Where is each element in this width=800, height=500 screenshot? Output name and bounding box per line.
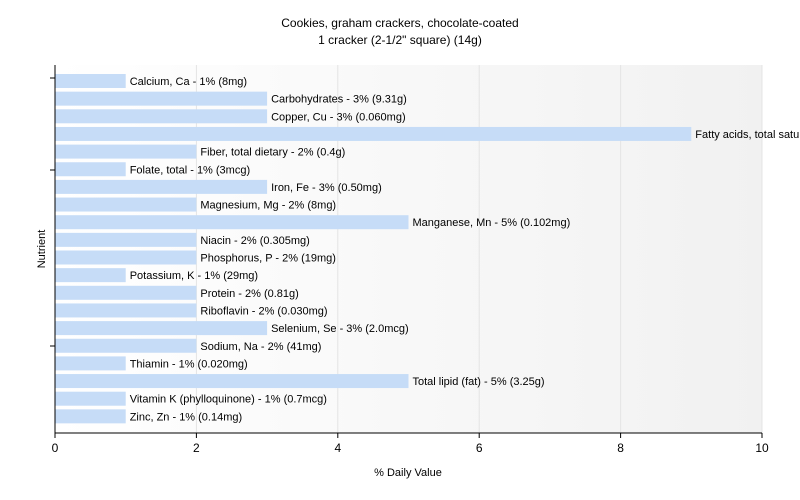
bar bbox=[55, 321, 268, 336]
bar-label: Niacin - 2% (0.305mg) bbox=[200, 235, 309, 247]
bar bbox=[55, 409, 126, 424]
bar bbox=[55, 250, 197, 265]
bar-label: Carbohydrates - 3% (9.31g) bbox=[271, 94, 407, 106]
bar bbox=[55, 232, 197, 247]
bar-labels: Calcium, Ca - 1% (8mg) Carbohydrates - 3%… bbox=[130, 76, 800, 423]
y-axis-label: Nutrient bbox=[36, 230, 48, 269]
bar bbox=[55, 356, 126, 371]
bar-label: Fiber, total dietary - 2% (0.4g) bbox=[200, 147, 345, 159]
bar bbox=[55, 391, 126, 406]
bar bbox=[55, 374, 409, 389]
x-tick-label: 6 bbox=[476, 441, 483, 455]
x-tick-label: 2 bbox=[193, 441, 200, 455]
x-axis-ticks: 0 2 4 6 8 10 bbox=[52, 433, 769, 455]
bar-label: Manganese, Mn - 5% (0.102mg) bbox=[413, 217, 571, 229]
bar bbox=[55, 179, 268, 194]
bar-label: Calcium, Ca - 1% (8mg) bbox=[130, 76, 247, 88]
bar-label: Iron, Fe - 3% (0.50mg) bbox=[271, 182, 382, 194]
bar-label: Zinc, Zn - 1% (0.14mg) bbox=[130, 411, 242, 423]
x-tick-label: 8 bbox=[617, 441, 624, 455]
bar bbox=[55, 126, 692, 141]
x-tick-label: 0 bbox=[52, 441, 59, 455]
bar bbox=[55, 303, 197, 318]
bar bbox=[55, 162, 126, 177]
x-tick-label: 10 bbox=[755, 441, 769, 455]
bar-label: Total lipid (fat) - 5% (3.25g) bbox=[413, 376, 545, 388]
bar-label: Copper, Cu - 3% (0.060mg) bbox=[271, 111, 406, 123]
x-tick-label: 4 bbox=[334, 441, 341, 455]
bar-label: Vitamin K (phylloquinone) - 1% (0.7mcg) bbox=[130, 394, 327, 406]
bar-label: Phosphorus, P - 2% (19mg) bbox=[200, 253, 336, 265]
bar bbox=[55, 268, 126, 283]
bar-label: Selenium, Se - 3% (2.0mcg) bbox=[271, 323, 409, 335]
bar-label: Thiamin - 1% (0.020mg) bbox=[130, 358, 248, 370]
bar bbox=[55, 91, 268, 106]
bar bbox=[55, 285, 197, 300]
bar-label: Protein - 2% (0.81g) bbox=[200, 288, 298, 300]
bar bbox=[55, 215, 409, 230]
grid-lines bbox=[195, 65, 763, 433]
plot-area bbox=[55, 65, 762, 433]
bar bbox=[55, 144, 197, 159]
bar-label: Sodium, Na - 2% (41mg) bbox=[200, 341, 321, 353]
bar-label: Potassium, K - 1% (29mg) bbox=[130, 270, 258, 282]
bars bbox=[55, 74, 692, 424]
bar-label: Magnesium, Mg - 2% (8mg) bbox=[200, 200, 336, 212]
x-axis-label: % Daily Value bbox=[374, 467, 442, 479]
bar-label: Fatty acids, total saturated - 9% (1.873… bbox=[695, 129, 800, 141]
bar bbox=[55, 338, 197, 353]
chart-subtitle: 1 cracker (2-1/2" square) (14g) bbox=[318, 33, 482, 47]
chart-title: Cookies, graham crackers, chocolate-coat… bbox=[281, 16, 518, 30]
y-axis-ticks bbox=[50, 77, 55, 347]
bar bbox=[55, 109, 268, 124]
bar-label: Riboflavin - 2% (0.030mg) bbox=[200, 305, 327, 317]
bar bbox=[55, 197, 197, 212]
bar bbox=[55, 74, 126, 88]
bar-label: Folate, total - 1% (3mcg) bbox=[130, 164, 250, 176]
